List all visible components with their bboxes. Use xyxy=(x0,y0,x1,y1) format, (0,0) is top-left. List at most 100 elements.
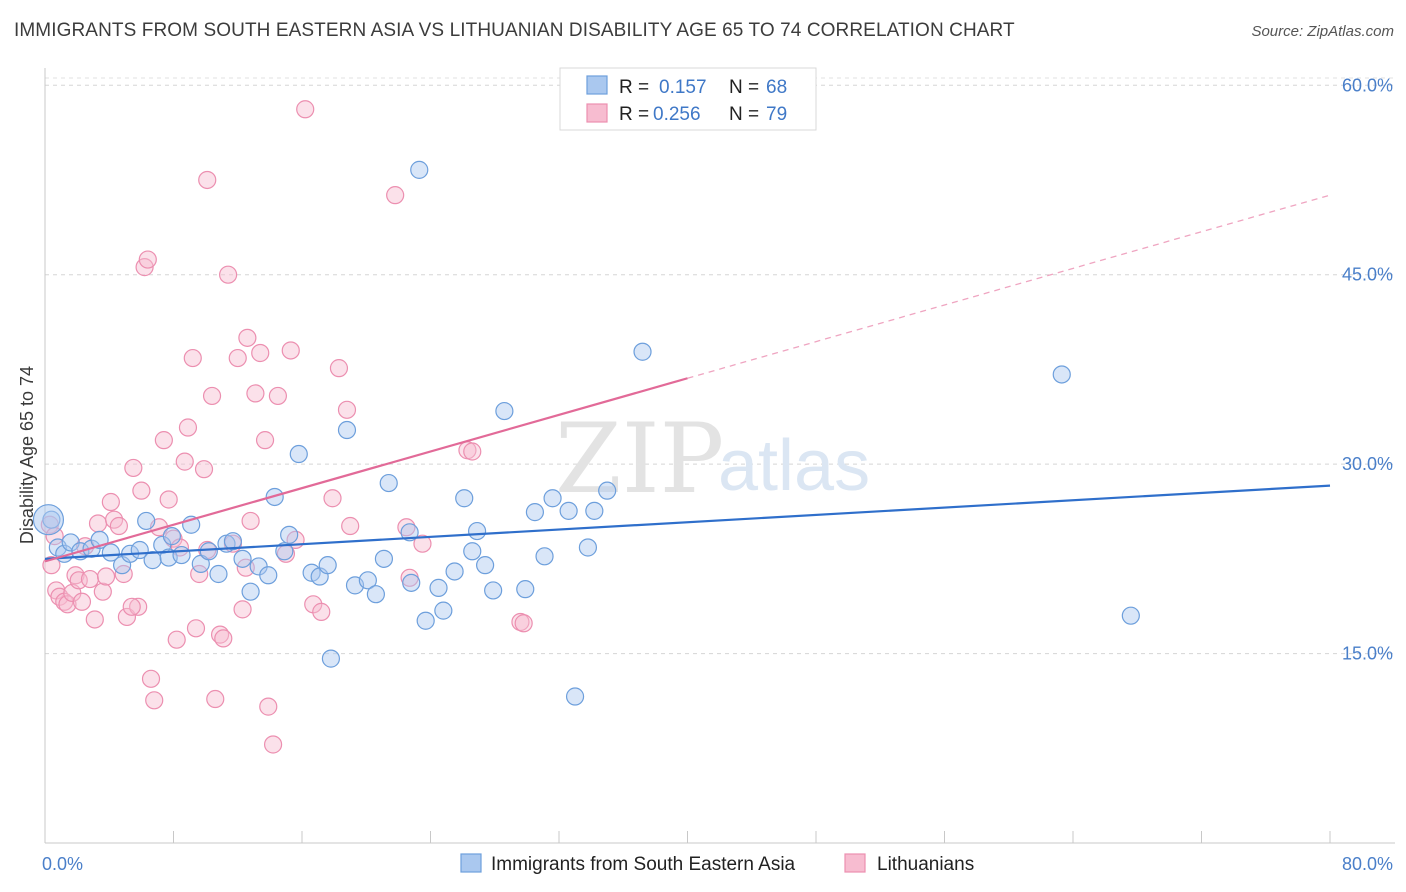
bottom-legend: Immigrants from South Eastern Asia Lithu… xyxy=(460,853,974,875)
legend-n-value-2: 79 xyxy=(766,104,787,125)
point-sea-59 xyxy=(565,687,585,706)
point-lith-20 xyxy=(117,607,137,627)
trend-line-dashed-1 xyxy=(687,194,1331,379)
point-sea-35 xyxy=(337,420,357,440)
point-sea-24 xyxy=(241,582,260,601)
point-lith-6 xyxy=(58,595,77,614)
point-lith-64 xyxy=(329,359,349,378)
point-lith-65 xyxy=(337,400,357,419)
point-lith-49 xyxy=(238,328,257,347)
point-sea-64 xyxy=(1052,365,1071,384)
axes xyxy=(44,68,1395,844)
point-sea-48 xyxy=(455,489,474,508)
point-lith-34 xyxy=(175,452,194,471)
legend-n-label-1: N = xyxy=(729,77,759,98)
point-sea-16 xyxy=(172,545,191,565)
point-sea-22 xyxy=(223,532,243,551)
bottom-legend-swatch-blue xyxy=(460,853,482,873)
point-lith-39 xyxy=(194,460,214,479)
point-lith-72 xyxy=(463,442,482,461)
point-lith-54 xyxy=(259,697,278,716)
point-lith-50 xyxy=(241,511,260,531)
point-lith-18 xyxy=(109,516,128,536)
point-sea-37 xyxy=(358,571,377,590)
point-lith-68 xyxy=(397,518,416,537)
point-lith-77 xyxy=(72,592,92,611)
y-axis-label: Disability Age 65 to 74 xyxy=(17,366,37,544)
bottom-legend-label-pink: Lithuanians xyxy=(877,854,974,875)
point-lith-62 xyxy=(312,602,331,621)
point-lith-23 xyxy=(132,481,151,500)
point-lith-22 xyxy=(129,597,148,616)
point-lith-47 xyxy=(228,348,247,368)
point-sea-46 xyxy=(434,601,453,620)
point-sea-39 xyxy=(374,549,394,568)
trend-lines xyxy=(44,194,1331,563)
legend-swatch-blue xyxy=(586,75,608,95)
top-legend: R = 0.157 N = 68 R = 0.256 N = 79 xyxy=(559,67,817,131)
point-lith-45 xyxy=(219,265,238,284)
point-lith-76 xyxy=(122,597,141,616)
point-sea-20 xyxy=(209,564,228,584)
point-lith-66 xyxy=(341,516,360,536)
point-sea-52 xyxy=(484,581,503,600)
point-lith-30 xyxy=(159,490,178,509)
x-tick-label-max: 80.0% xyxy=(1342,854,1393,874)
point-sea-38 xyxy=(366,585,385,604)
point-lith-44 xyxy=(214,629,233,648)
legend-r-label-2: R = xyxy=(619,104,649,125)
point-lith-27 xyxy=(145,691,164,710)
legend-r-value-2: 0.256 xyxy=(653,104,701,125)
point-lith-48 xyxy=(233,600,252,619)
point-lith-63 xyxy=(323,489,342,508)
point-lith-13 xyxy=(88,514,108,533)
point-sea-44 xyxy=(416,611,435,630)
point-sea-41 xyxy=(400,523,419,542)
point-lith-70 xyxy=(413,534,432,553)
point-lith-15 xyxy=(96,567,116,586)
point-sea-65 xyxy=(1121,606,1140,625)
point-lith-42 xyxy=(206,689,225,709)
tick-labels: 15.0% 30.0% 45.0% 60.0% 0.0% 80.0% xyxy=(42,75,1393,874)
point-sea-12 xyxy=(143,551,162,570)
point-lith-29 xyxy=(154,431,173,450)
point-lith-55 xyxy=(263,735,283,754)
point-sea-19 xyxy=(199,542,218,561)
point-sea-55 xyxy=(525,503,545,522)
point-lith-11 xyxy=(80,569,100,589)
point-sea-54 xyxy=(516,580,535,599)
point-sea-49 xyxy=(463,542,482,561)
point-sea-53 xyxy=(495,401,514,421)
bottom-legend-label-blue: Immigrants from South Eastern Asia xyxy=(491,854,796,875)
point-sea-7 xyxy=(101,543,120,562)
point-sea-34 xyxy=(321,649,341,668)
point-sea-40 xyxy=(379,473,398,493)
legend-r-value-1: 0.157 xyxy=(659,77,707,98)
point-lith-67 xyxy=(386,186,405,205)
point-sea-47 xyxy=(445,562,464,581)
point-lith-12 xyxy=(85,610,104,629)
point-sea-51 xyxy=(476,556,495,575)
trend-line-0 xyxy=(44,484,1331,560)
point-lith-21 xyxy=(124,458,143,478)
point-lith-36 xyxy=(183,348,202,368)
point-lith-74 xyxy=(514,614,533,633)
point-lith-56 xyxy=(268,386,288,406)
point-sea-30 xyxy=(289,444,308,464)
point-sea-62 xyxy=(598,481,617,500)
point-lith-58 xyxy=(281,341,300,360)
point-sea-15 xyxy=(162,527,181,546)
point-sea-57 xyxy=(543,489,562,508)
chart-title: IMMIGRANTS FROM SOUTH EASTERN ASIA VS LI… xyxy=(14,20,1015,41)
point-sea-43 xyxy=(410,160,429,179)
point-lith-32 xyxy=(167,630,186,649)
point-sea-42 xyxy=(402,573,421,592)
point-lith-40 xyxy=(198,170,217,190)
point-sea-56 xyxy=(535,547,554,566)
trend-line-solid-1 xyxy=(44,377,688,563)
point-sea-61 xyxy=(585,501,604,520)
legend-r-label-1: R = xyxy=(619,77,649,98)
point-lith-16 xyxy=(101,492,120,512)
watermark-atlas: atlas xyxy=(718,426,870,506)
